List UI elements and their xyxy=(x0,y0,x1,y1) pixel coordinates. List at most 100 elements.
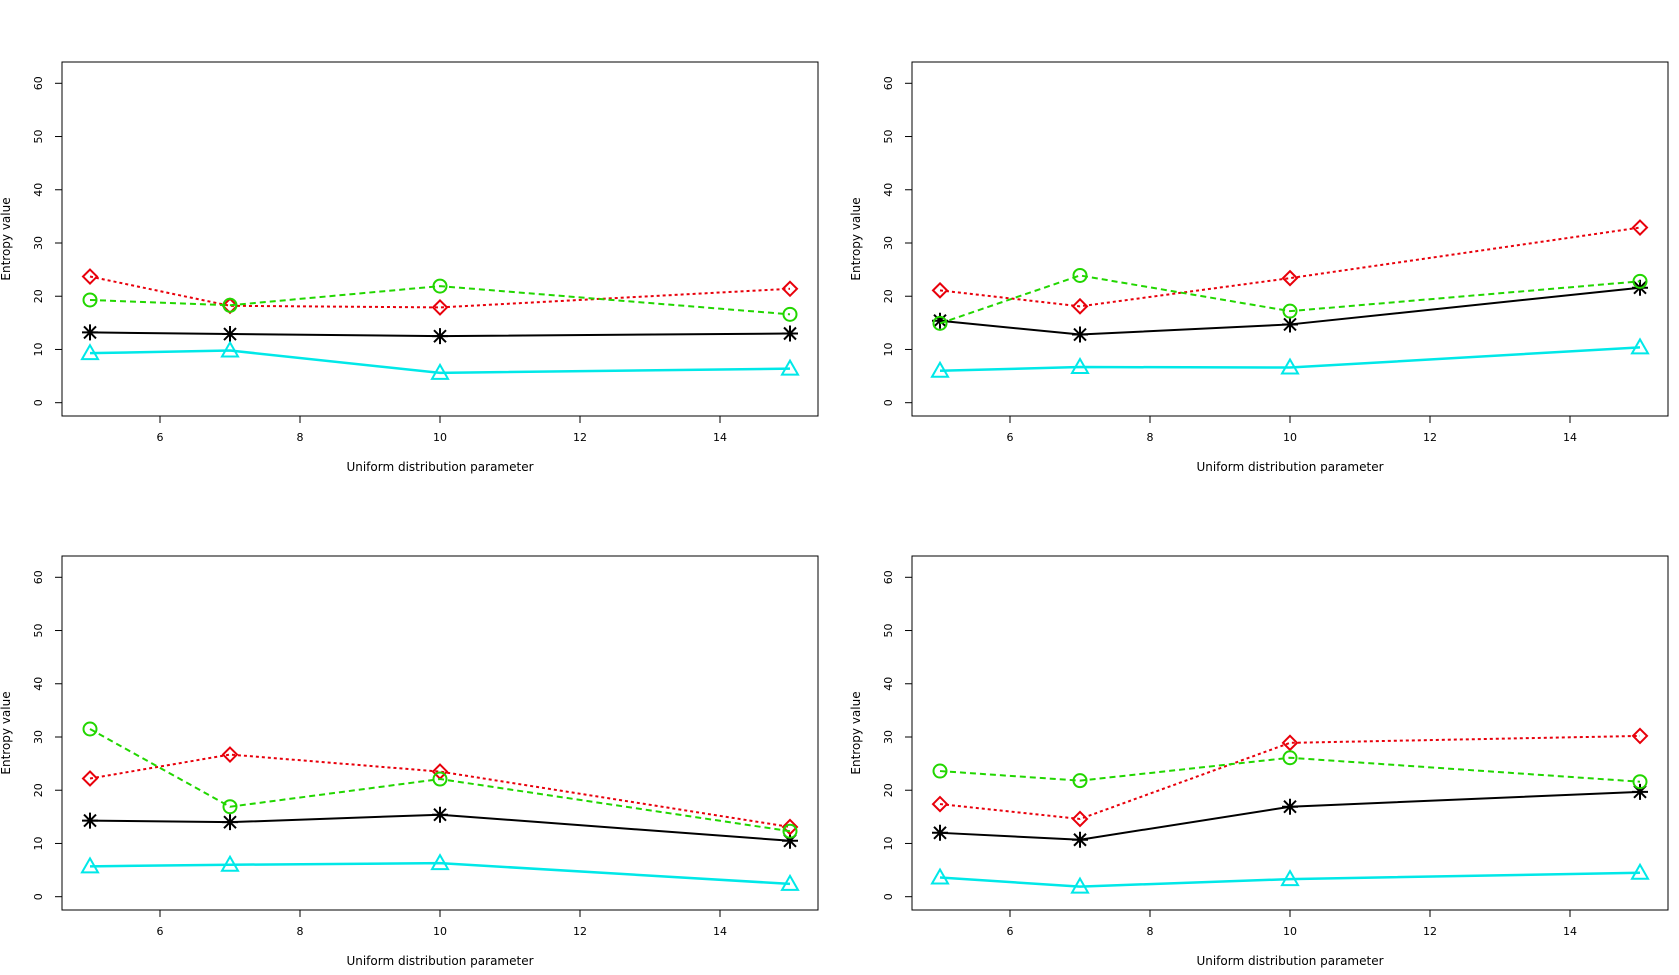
point-green-circle-7 xyxy=(222,799,238,815)
point-red-diamond-5 xyxy=(81,268,99,285)
point-cyan-triangle-7 xyxy=(220,340,240,358)
point-green-circle-15 xyxy=(782,823,798,839)
point-green-circle-15 xyxy=(1632,273,1648,289)
point-black-star-10 xyxy=(1282,316,1298,333)
y-axis-label: Entropy value xyxy=(849,691,863,774)
y-tick-label: 10 xyxy=(882,342,895,356)
point-cyan-triangle-7 xyxy=(220,854,240,872)
point-black-star-15 xyxy=(782,832,798,849)
point-cyan-triangle-5 xyxy=(930,360,950,378)
point-red-diamond-7 xyxy=(221,297,239,315)
point-cyan-triangle-15 xyxy=(780,873,800,891)
series-line-cyan-triangle xyxy=(89,861,791,886)
x-axis-label: Uniform distribution parameter xyxy=(346,460,533,474)
series-line-black-star xyxy=(939,286,1641,336)
point-cyan-triangle-10 xyxy=(430,853,450,871)
point-red-diamond-15 xyxy=(781,280,799,298)
point-black-star-5 xyxy=(932,312,948,329)
point-green-circle-10 xyxy=(432,278,448,294)
y-tick-label: 10 xyxy=(882,836,895,850)
series-line-red-diamond xyxy=(89,753,791,828)
point-red-diamond-15 xyxy=(1631,727,1649,745)
y-tick-label: 50 xyxy=(882,624,895,638)
x-tick-label: 14 xyxy=(1563,925,1577,938)
point-red-diamond-5 xyxy=(931,281,949,299)
series-line-green-circle xyxy=(939,274,1641,325)
point-green-circle-5 xyxy=(82,721,98,737)
point-black-star-5 xyxy=(82,812,98,829)
x-tick-label: 6 xyxy=(157,431,164,444)
y-tick-label: 10 xyxy=(32,836,45,850)
y-axis-label: Entropy value xyxy=(0,197,13,280)
y-tick-label: 30 xyxy=(882,236,895,250)
chart-panel-1: 6 8 10 12 14 0 10 20 30 40 50 60 Uniform distributio… xyxy=(0,61,819,474)
x-tick-label: 10 xyxy=(1283,431,1297,444)
point-black-star-10 xyxy=(1282,798,1298,815)
point-green-circle-10 xyxy=(1282,750,1298,766)
point-black-star-10 xyxy=(432,806,448,823)
point-black-star-7 xyxy=(222,814,238,831)
point-red-diamond-15 xyxy=(1631,219,1649,236)
x-tick-label: 8 xyxy=(297,431,304,444)
y-tick-label: 60 xyxy=(882,76,895,90)
point-black-star-7 xyxy=(1072,831,1088,848)
x-axis-label: Uniform distribution parameter xyxy=(346,954,533,968)
y-tick-label: 50 xyxy=(882,130,895,144)
y-tick-label: 10 xyxy=(32,342,45,356)
point-red-diamond-7 xyxy=(221,746,239,763)
point-black-star-7 xyxy=(222,326,238,343)
point-red-diamond-5 xyxy=(81,770,99,787)
x-tick-label: 6 xyxy=(157,925,164,938)
y-tick-label: 20 xyxy=(32,783,45,797)
point-green-circle-15 xyxy=(1632,774,1648,790)
series-line-black-star xyxy=(89,331,791,338)
y-tick-label: 40 xyxy=(882,183,895,197)
point-red-diamond-10 xyxy=(431,298,449,316)
series-line-red-diamond xyxy=(939,734,1641,820)
point-green-circle-15 xyxy=(782,306,798,322)
x-tick-label: 12 xyxy=(1423,431,1437,444)
x-tick-label: 6 xyxy=(1007,925,1014,938)
series-line-red-diamond xyxy=(89,275,791,309)
x-tick-label: 14 xyxy=(1563,431,1577,444)
x-tick-label: 10 xyxy=(433,925,447,938)
series-line-black-star xyxy=(939,790,1641,841)
y-tick-label: 40 xyxy=(32,183,45,197)
point-green-circle-7 xyxy=(1072,267,1088,283)
x-tick-label: 12 xyxy=(1423,925,1437,938)
y-tick-label: 20 xyxy=(882,289,895,303)
y-axis-label: Entropy value xyxy=(849,197,863,280)
y-tick-label: 0 xyxy=(32,399,45,406)
y-tick-label: 20 xyxy=(882,783,895,797)
series-line-green-circle xyxy=(89,285,791,316)
x-tick-label: 10 xyxy=(1283,925,1297,938)
point-red-diamond-7 xyxy=(1071,297,1089,315)
y-tick-label: 30 xyxy=(882,730,895,744)
point-red-diamond-15 xyxy=(781,818,799,836)
y-tick-label: 60 xyxy=(32,76,45,90)
point-black-star-5 xyxy=(82,324,98,341)
point-black-star-15 xyxy=(1632,783,1648,800)
x-tick-label: 6 xyxy=(1007,431,1014,444)
series-line-green-circle xyxy=(89,728,791,833)
x-axis-label: Uniform distribution parameter xyxy=(1196,954,1383,968)
point-green-circle-10 xyxy=(1282,303,1298,319)
point-red-diamond-10 xyxy=(1281,269,1299,287)
series-line-cyan-triangle xyxy=(939,346,1641,373)
point-black-star-5 xyxy=(932,824,948,841)
y-axis-label: Entropy value xyxy=(0,691,13,774)
y-tick-label: 50 xyxy=(32,624,45,638)
x-tick-label: 8 xyxy=(297,925,304,938)
point-green-circle-7 xyxy=(222,297,238,313)
point-red-diamond-5 xyxy=(931,795,949,813)
point-cyan-triangle-5 xyxy=(80,343,100,361)
x-tick-label: 10 xyxy=(433,431,447,444)
y-tick-label: 60 xyxy=(32,570,45,584)
series-line-red-diamond xyxy=(939,226,1641,308)
point-cyan-triangle-10 xyxy=(430,362,450,380)
series-line-green-circle xyxy=(939,756,1641,783)
point-green-circle-5 xyxy=(82,292,98,308)
x-tick-label: 12 xyxy=(573,925,587,938)
point-black-star-7 xyxy=(1072,326,1088,343)
